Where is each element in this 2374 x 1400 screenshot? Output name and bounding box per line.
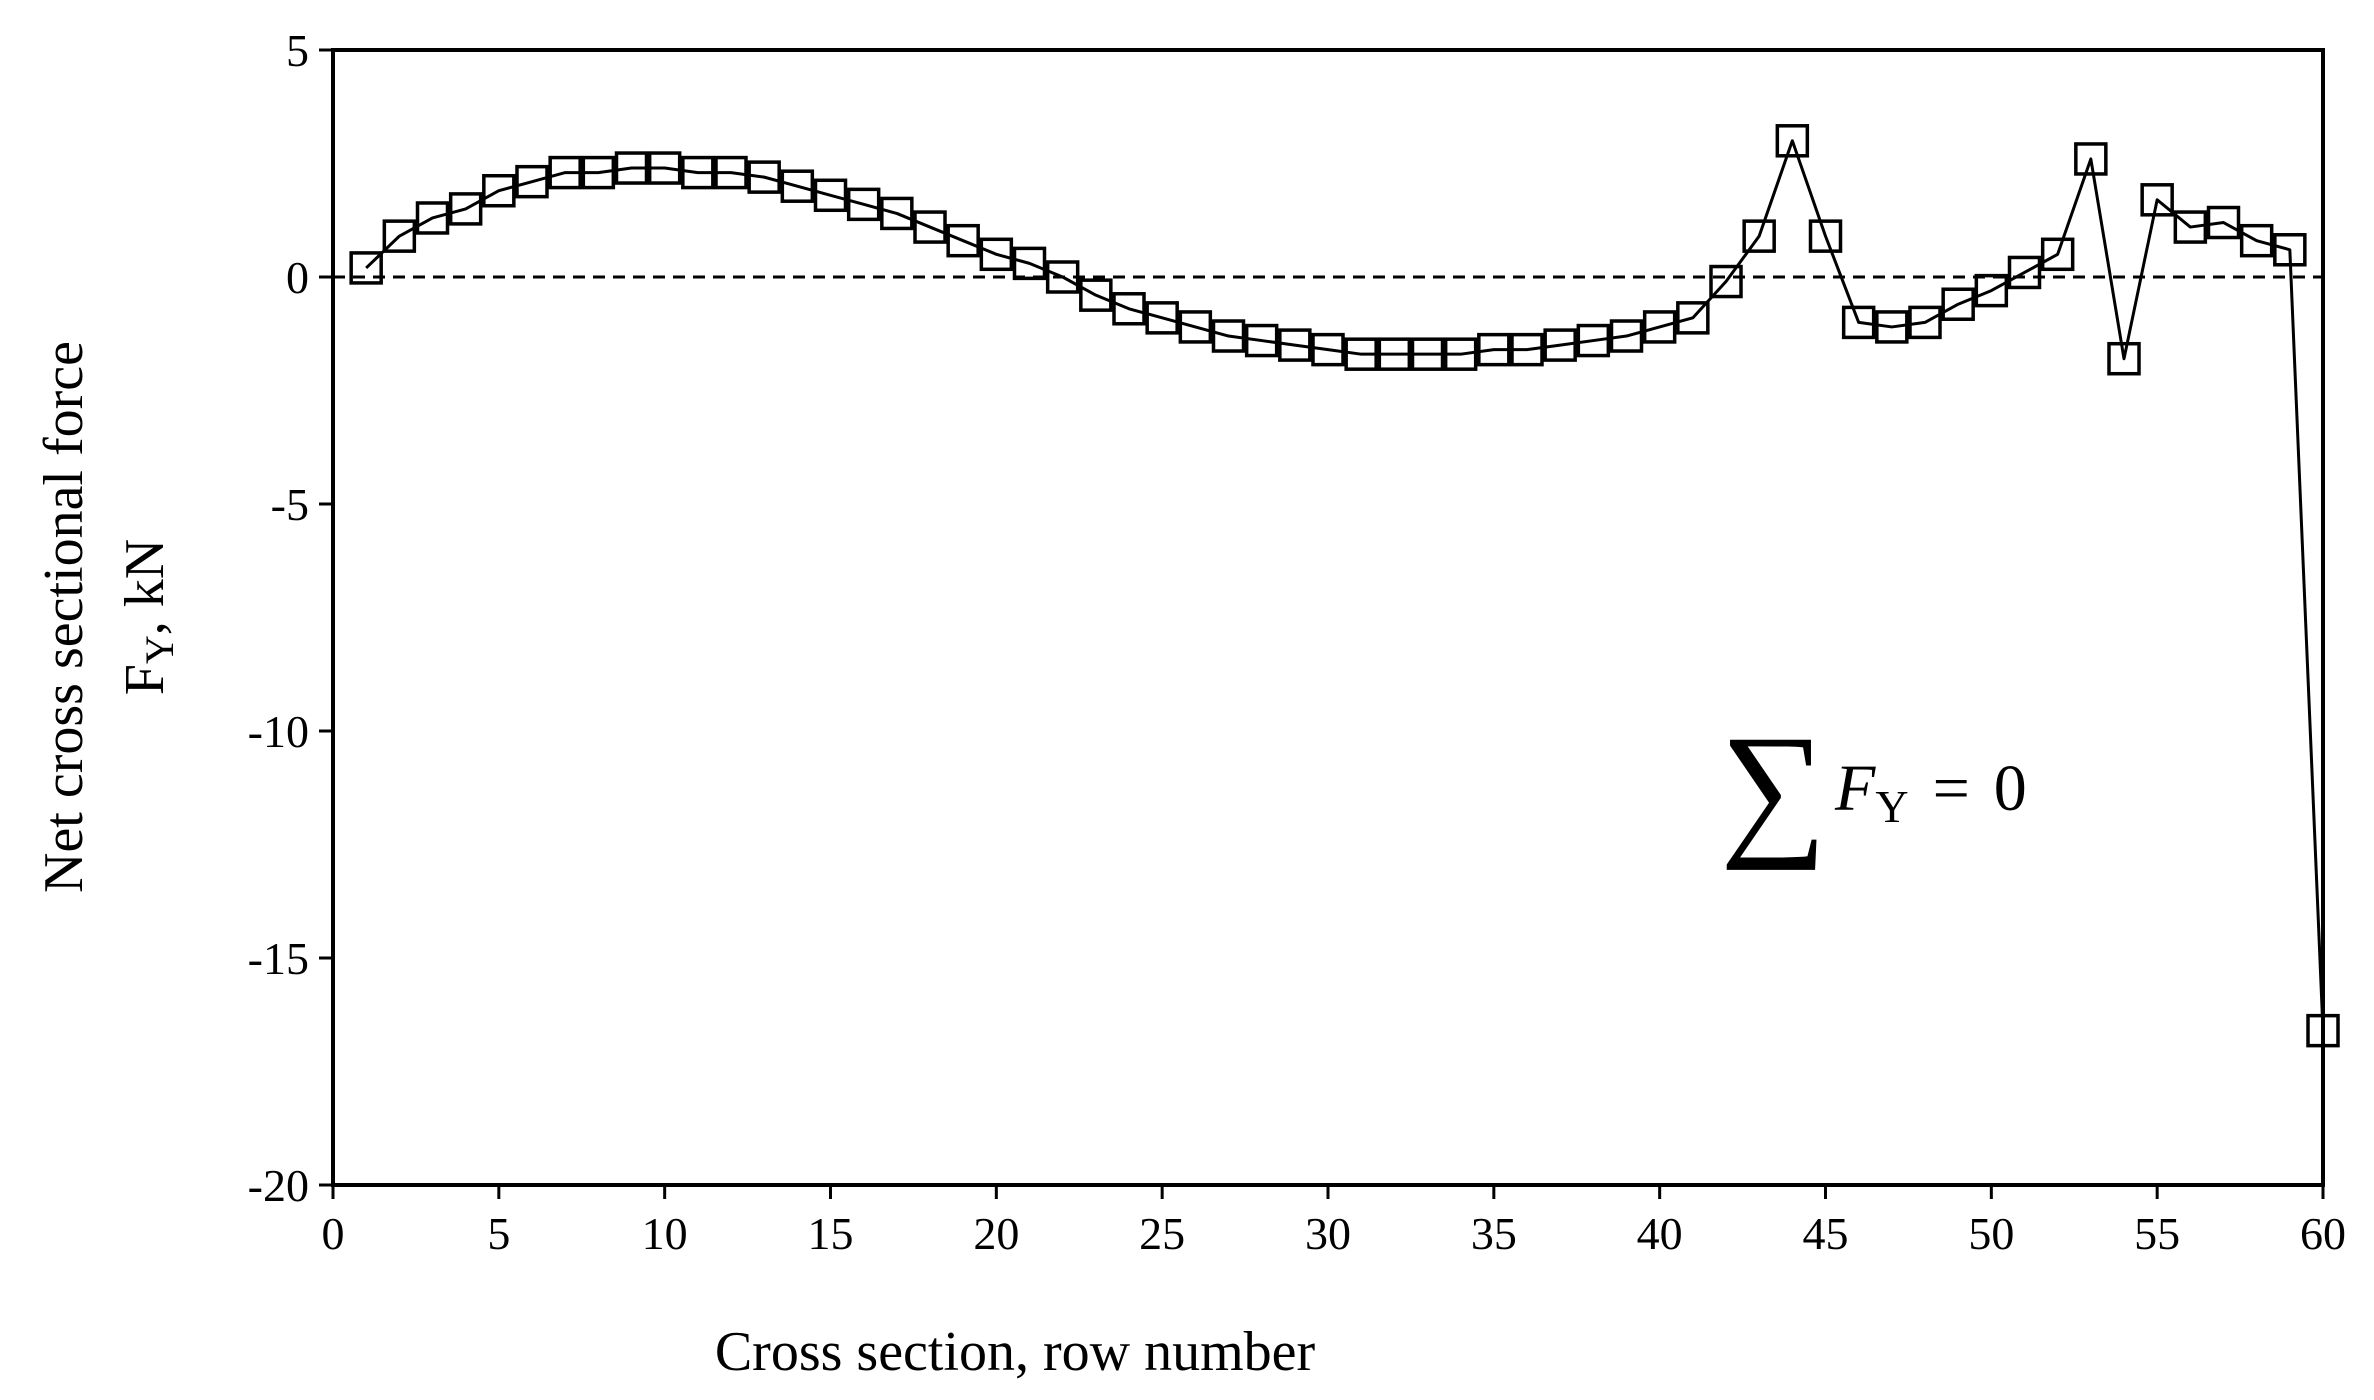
- data-point-marker: [714, 155, 748, 190]
- data-point-marker: [1642, 310, 1677, 344]
- data-point-marker: [448, 192, 483, 226]
- data-point-marker: [1477, 332, 1511, 367]
- data-point-marker: [1941, 287, 1975, 321]
- sum-symbol: ∑: [1720, 705, 1827, 871]
- x-tick-label: 20: [973, 1208, 1019, 1259]
- data-point-marker: [1278, 328, 1312, 362]
- x-tick-label: 10: [642, 1208, 688, 1259]
- data-point-marker: [1244, 323, 1279, 358]
- data-point-marker: [780, 169, 815, 203]
- data-point-marker: [2306, 1013, 2340, 1048]
- data-point-marker: [2074, 142, 2108, 176]
- data-point-marker: [614, 151, 649, 185]
- sum-expression: FY = 0: [1834, 752, 2027, 832]
- sum-variable: F: [1834, 752, 1876, 825]
- data-point-marker: [1676, 301, 1710, 335]
- x-tick-label: 45: [1803, 1208, 1849, 1259]
- data-point-marker: [1410, 337, 1445, 371]
- plot-frame: [331, 48, 2325, 1187]
- data-point-marker: [1974, 273, 2009, 308]
- y-axis-title-line1: Net cross sectional force: [33, 341, 95, 893]
- data-point-marker: [2173, 210, 2208, 244]
- y-tick-label: -10: [248, 706, 309, 757]
- data-point-marker: [913, 210, 947, 244]
- x-tick-label: 50: [1968, 1208, 2014, 1259]
- y-tick-label: -15: [248, 933, 309, 984]
- data-point-marker: [1178, 310, 1213, 344]
- y-tick-label: -20: [248, 1160, 309, 1211]
- data-point-marker: [1576, 323, 1611, 358]
- data-point-marker: [415, 201, 450, 235]
- y-tick-label: 0: [286, 252, 309, 303]
- data-point-marker: [482, 173, 516, 208]
- data-point-marker: [2273, 233, 2307, 267]
- data-point-marker: [1377, 337, 1412, 371]
- data-point-marker: [2206, 205, 2241, 240]
- x-tick-label: 60: [2300, 1208, 2346, 1259]
- data-point-marker: [1908, 305, 1942, 340]
- data-point-marker: [1045, 260, 1080, 294]
- x-tick-label: 5: [487, 1208, 510, 1259]
- y-axis-title: Net cross sectional force FY, kN: [33, 341, 182, 893]
- data-point-marker: [1510, 332, 1544, 367]
- y-tick-label: 5: [286, 25, 309, 76]
- data-point-marker: [2107, 341, 2141, 376]
- data-point-marker: [681, 155, 715, 190]
- data-point-marker: [1079, 278, 1113, 312]
- data-point-marker: [382, 219, 417, 253]
- y-axis-ticks: 5 0 -5 -10 -15 -20: [248, 25, 333, 1211]
- x-tick-label: 40: [1637, 1208, 1683, 1259]
- y-axis-symbol: F: [114, 664, 176, 695]
- data-point-marker: [946, 223, 980, 258]
- data-point-marker: [1012, 246, 1047, 281]
- data-point-marker: [548, 155, 582, 190]
- data-point-marker: [2040, 237, 2075, 272]
- x-tick-label: 55: [2134, 1208, 2180, 1259]
- x-axis-title: Cross section, row number: [715, 1321, 1316, 1383]
- x-tick-label: 25: [1139, 1208, 1185, 1259]
- data-point-marker: [747, 160, 781, 194]
- series-layer: [349, 124, 2340, 1048]
- data-point-marker: [880, 196, 914, 231]
- data-point-marker: [1344, 337, 1378, 371]
- data-point-marker: [581, 155, 616, 190]
- data-point-marker: [1808, 219, 1843, 253]
- data-point-marker: [1709, 264, 1743, 299]
- data-point-marker: [846, 187, 881, 222]
- y-axis-title-line2: FY, kN: [114, 539, 182, 696]
- sum-value: 0: [1994, 752, 2027, 825]
- data-point-marker: [1875, 310, 1909, 344]
- data-point-marker: [979, 237, 1014, 272]
- sum-annotation: ∑ FY = 0: [1720, 705, 2027, 871]
- data-point-marker: [1742, 219, 1776, 253]
- data-point-marker: [2007, 255, 2042, 290]
- data-point-marker: [647, 151, 682, 185]
- data-point-marker: [1775, 124, 1810, 158]
- data-point-marker: [1443, 337, 1478, 371]
- y-axis-subscript: Y: [137, 635, 182, 664]
- x-tick-label: 15: [808, 1208, 854, 1259]
- data-point-marker: [2239, 223, 2274, 258]
- x-tick-label: 0: [322, 1208, 345, 1259]
- x-tick-label: 35: [1471, 1208, 1517, 1259]
- sum-equals: =: [1933, 752, 1970, 825]
- x-axis-ticks: 0 5 10 15 20 25 30 35 40 45 50 55 60: [322, 1185, 2346, 1259]
- data-point-marker: [1841, 305, 1876, 340]
- sum-subscript: Y: [1875, 781, 1908, 832]
- data-point-marker: [1112, 292, 1146, 326]
- y-axis-unit: , kN: [114, 539, 176, 635]
- data-point-marker: [813, 178, 848, 213]
- data-point-marker: [349, 251, 383, 285]
- data-point-marker: [515, 164, 549, 199]
- data-point-marker: [2140, 183, 2174, 217]
- data-point-marker: [1211, 319, 1246, 353]
- x-tick-label: 30: [1305, 1208, 1351, 1259]
- data-point-marker: [1609, 319, 1644, 353]
- data-point-marker: [1145, 301, 1179, 335]
- data-point-marker: [1543, 328, 1577, 362]
- y-tick-label: -5: [271, 479, 309, 530]
- data-point-marker: [1311, 332, 1345, 367]
